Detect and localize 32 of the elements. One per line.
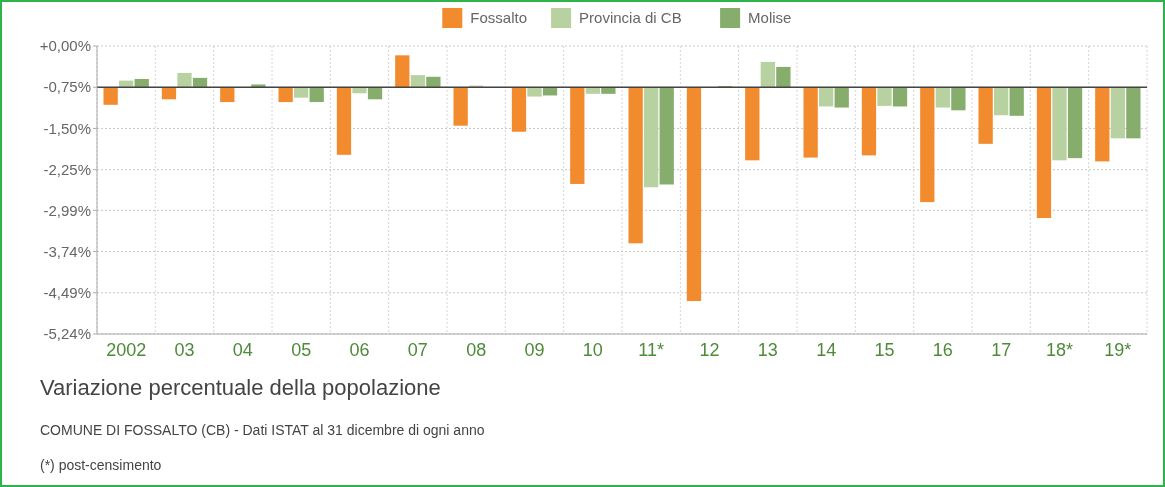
x-tick-label: 14 — [816, 340, 837, 360]
x-tick-label: 2002 — [106, 340, 147, 360]
x-tick-label: 06 — [349, 340, 370, 360]
x-tick-label: 07 — [407, 340, 428, 360]
x-tick-label: 19* — [1104, 340, 1132, 360]
text: (*) post-censimento — [40, 457, 162, 473]
text: COMUNE DI FOSSALTO (CB) - Dati ISTAT al 31 dicembre di ogni anno — [40, 422, 485, 438]
x-tick-label: 05 — [291, 340, 312, 360]
x-tick-label: 04 — [232, 340, 253, 360]
x-tick-label: 08 — [466, 340, 487, 360]
x-tick-label: 11* — [638, 340, 665, 360]
x-tick-label: 03 — [174, 340, 195, 360]
x-tick-label: 18* — [1045, 340, 1074, 360]
y-tick-label: -0,75% — [43, 78, 91, 96]
x-tick-label: 15 — [874, 340, 895, 360]
x-tick-label: 10 — [582, 340, 603, 360]
y-tick-label: -5,24% — [43, 325, 91, 343]
x-tick-label: 16 — [932, 340, 953, 360]
x-tick-label: 09 — [524, 340, 545, 360]
y-tick-label: -1,50% — [43, 119, 91, 137]
text: Variazione percentuale della popolazione — [40, 375, 441, 400]
legend-label: Fossalto — [470, 9, 527, 27]
y-tick-label: -2,25% — [43, 160, 91, 178]
y-tick-label: -4,49% — [43, 284, 91, 302]
legend-label: Provincia di CB — [579, 9, 682, 27]
y-tick-label: +0,00% — [39, 37, 91, 55]
x-tick-label: 17 — [991, 340, 1012, 360]
legend-label: Molise — [748, 9, 792, 27]
y-tick-label: -2,99% — [43, 201, 91, 219]
x-tick-label: 12 — [699, 340, 720, 360]
x-tick-label: 13 — [757, 340, 778, 360]
y-tick-label: -3,74% — [43, 242, 91, 260]
